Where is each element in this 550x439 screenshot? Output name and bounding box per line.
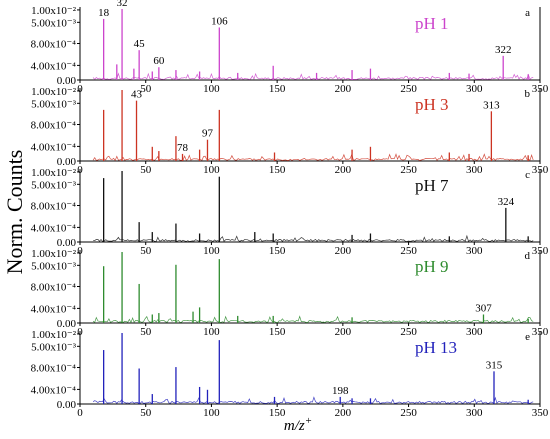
- panel-ph-label: pH 13: [415, 338, 457, 357]
- y-tick-label: 4.00x10⁻⁴: [31, 384, 77, 396]
- x-tick-label: 150: [269, 164, 286, 176]
- peak-label-106: 106: [211, 15, 228, 27]
- x-tick-label: 100: [203, 164, 220, 176]
- y-axis-label: Norm. Counts: [2, 150, 27, 275]
- spectrum-baseline: [92, 396, 534, 405]
- y-tick-label: 5.00x10⁻³: [31, 341, 77, 353]
- x-tick-label: 300: [466, 326, 483, 338]
- panels: 0.004.00x10⁻⁴8.00x10⁻⁴5.00x10⁻³1.00x10⁻²…: [31, 0, 549, 419]
- y-tick-label: 0.00: [57, 399, 77, 411]
- x-tick-label: 300: [466, 83, 483, 95]
- y-tick-label: 1.00x10⁻²: [31, 86, 77, 98]
- y-tick-label: 5.00x10⁻³: [31, 98, 77, 110]
- panel-ph-label: pH 3: [415, 95, 449, 114]
- x-tick-label: 300: [466, 245, 483, 257]
- x-tick-label: 0: [77, 407, 83, 419]
- x-tick-label: 250: [400, 326, 417, 338]
- y-tick-label: 0.00: [57, 75, 77, 87]
- x-tick-label: 150: [269, 407, 286, 419]
- y-tick-label: 8.00x10⁻⁴: [31, 39, 77, 51]
- x-tick-label: 50: [140, 164, 152, 176]
- x-tick-label: 100: [203, 83, 220, 95]
- y-tick-label: 5.00x10⁻³: [31, 179, 77, 191]
- x-tick-label: 50: [140, 83, 152, 95]
- panel-e: 0.00 4.00x10⁻⁴ 8.00x10⁻⁴ 5.00x10⁻³1.00x10⁻²…: [31, 329, 549, 419]
- x-tick-label: 350: [532, 407, 549, 419]
- y-tick-label: 8.00x10⁻⁴: [31, 120, 77, 132]
- peak-label-78: 78: [177, 142, 189, 154]
- x-tick-label: 150: [269, 83, 286, 95]
- y-tick-label: 1.00x10⁻²: [31, 329, 77, 341]
- y-tick-label: 8.00x10⁻⁴: [31, 201, 77, 213]
- x-tick-label: 100: [203, 326, 220, 338]
- x-tick-label: 250: [400, 164, 417, 176]
- peak-label-45: 45: [134, 38, 146, 50]
- y-tick-label: 5.00x10⁻³: [31, 17, 77, 29]
- panel-a: 0.004.00x10⁻⁴8.00x10⁻⁴5.00x10⁻³1.00x10⁻²…: [31, 0, 549, 95]
- spectrum-baseline: [92, 72, 534, 81]
- y-tick-label: 0.00: [57, 318, 77, 330]
- x-tick-label: 200: [335, 407, 352, 419]
- x-tick-label: 250: [400, 83, 417, 95]
- peak-label-60: 60: [153, 55, 165, 67]
- x-tick-label: 200: [335, 245, 352, 257]
- panel-ph-label: pH 9: [415, 257, 449, 276]
- x-tick-label: 300: [466, 407, 483, 419]
- x-axis-label-main: m/z: [284, 418, 305, 434]
- peak-label-315: 315: [486, 359, 503, 371]
- spectrum-baseline: [93, 234, 534, 243]
- y-tick-label: 1.00x10⁻²: [31, 167, 77, 179]
- x-tick-label: 200: [335, 83, 352, 95]
- peak-label-18: 18: [98, 7, 110, 19]
- y-tick-label: 5.00x10⁻³: [31, 260, 77, 272]
- spectrum-baseline: [92, 315, 534, 324]
- x-tick-label: 250: [400, 407, 417, 419]
- panel-letter: a: [525, 7, 530, 19]
- panel-letter: c: [525, 169, 530, 181]
- peak-label-307: 307: [475, 302, 492, 314]
- y-tick-label: 1.00x10⁻²: [31, 5, 77, 17]
- peak-label-313: 313: [483, 99, 500, 111]
- x-tick-label: 200: [335, 164, 352, 176]
- peak-label-43: 43: [131, 89, 143, 101]
- panel-d: 0.004.00x10⁻⁴8.00x10⁻⁴5.00x10⁻³1.00x10⁻²…: [31, 248, 549, 338]
- x-tick-label: 50: [140, 326, 152, 338]
- x-tick-label: 200: [335, 326, 352, 338]
- spectrum-baseline: [92, 153, 534, 162]
- panel-letter: b: [525, 88, 531, 100]
- x-tick-label: 100: [203, 245, 220, 257]
- x-tick-label: 250: [400, 245, 417, 257]
- x-axis-label: m/z+: [284, 415, 312, 434]
- peak-label-198: 198: [332, 385, 349, 397]
- y-tick-label: 4.00x10⁻⁴: [31, 60, 77, 72]
- panel-c: 0.004.00x10⁻⁴8.00x10⁻⁴5.00x10⁻³1.00x10⁻²…: [31, 167, 549, 257]
- y-tick-label: 4.00x10⁻⁴: [31, 141, 77, 153]
- x-axis-label-sup: +: [305, 415, 312, 427]
- panel-letter: d: [525, 250, 531, 262]
- y-tick-label: 8.00x10⁻⁴: [31, 282, 77, 294]
- x-tick-label: 150: [269, 326, 286, 338]
- panel-letter: e: [525, 331, 530, 343]
- peak-label-322: 322: [495, 44, 512, 56]
- x-tick-label: 100: [203, 407, 220, 419]
- panel-ph-label: pH 1: [415, 14, 449, 33]
- peak-label-32: 32: [117, 0, 128, 9]
- y-tick-label: 8.00x10⁻⁴: [31, 363, 77, 375]
- x-tick-label: 50: [140, 245, 152, 257]
- y-tick-label: 4.00x10⁻⁴: [31, 222, 77, 234]
- y-tick-label: 1.00x10⁻²: [31, 248, 77, 260]
- y-tick-label: 4.00x10⁻⁴: [31, 303, 77, 315]
- x-tick-label: 150: [269, 245, 286, 257]
- panel-ph-label: pH 7: [415, 176, 449, 195]
- peak-label-324: 324: [498, 196, 515, 208]
- panel-b: 0.004.00x10⁻⁴8.00x10⁻⁴5.00x10⁻³1.00x10⁻²…: [31, 86, 549, 176]
- x-tick-label: 300: [466, 164, 483, 176]
- x-tick-label: 50: [140, 407, 152, 419]
- y-tick-label: 0.00: [57, 156, 77, 168]
- y-tick-label: 0.00: [57, 237, 77, 249]
- peak-label-97: 97: [202, 128, 214, 140]
